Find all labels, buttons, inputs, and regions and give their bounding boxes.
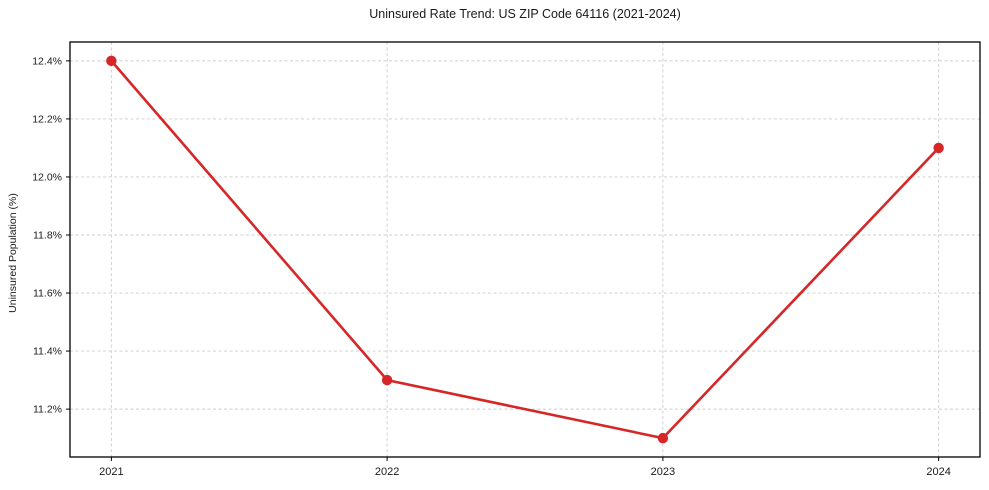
y-tick-label: 12.4% [32,55,62,67]
y-tick-label: 12.2% [32,113,62,125]
x-tick-label: 2022 [375,466,399,478]
y-tick-label: 11.6% [33,288,62,300]
x-tick-label: 2021 [99,466,123,478]
y-tick-label: 11.2% [33,404,62,416]
x-tick-label: 2023 [651,466,675,478]
y-axis-label-text: Uninsured Population (%) [7,193,19,313]
plot-border [69,41,981,458]
data-point [933,142,944,154]
x-tick-label: 2024 [926,466,950,478]
chart-title: Uninsured Rate Trend: US ZIP Code 64116 … [369,7,681,21]
data-point [106,55,117,67]
y-tick-label: 11.4% [33,346,62,358]
data-point [657,432,669,444]
data-point [381,374,393,386]
y-tick-label: 12.0% [32,171,62,183]
y-tick-label: 11.8% [33,229,62,241]
trend-line [110,59,940,440]
